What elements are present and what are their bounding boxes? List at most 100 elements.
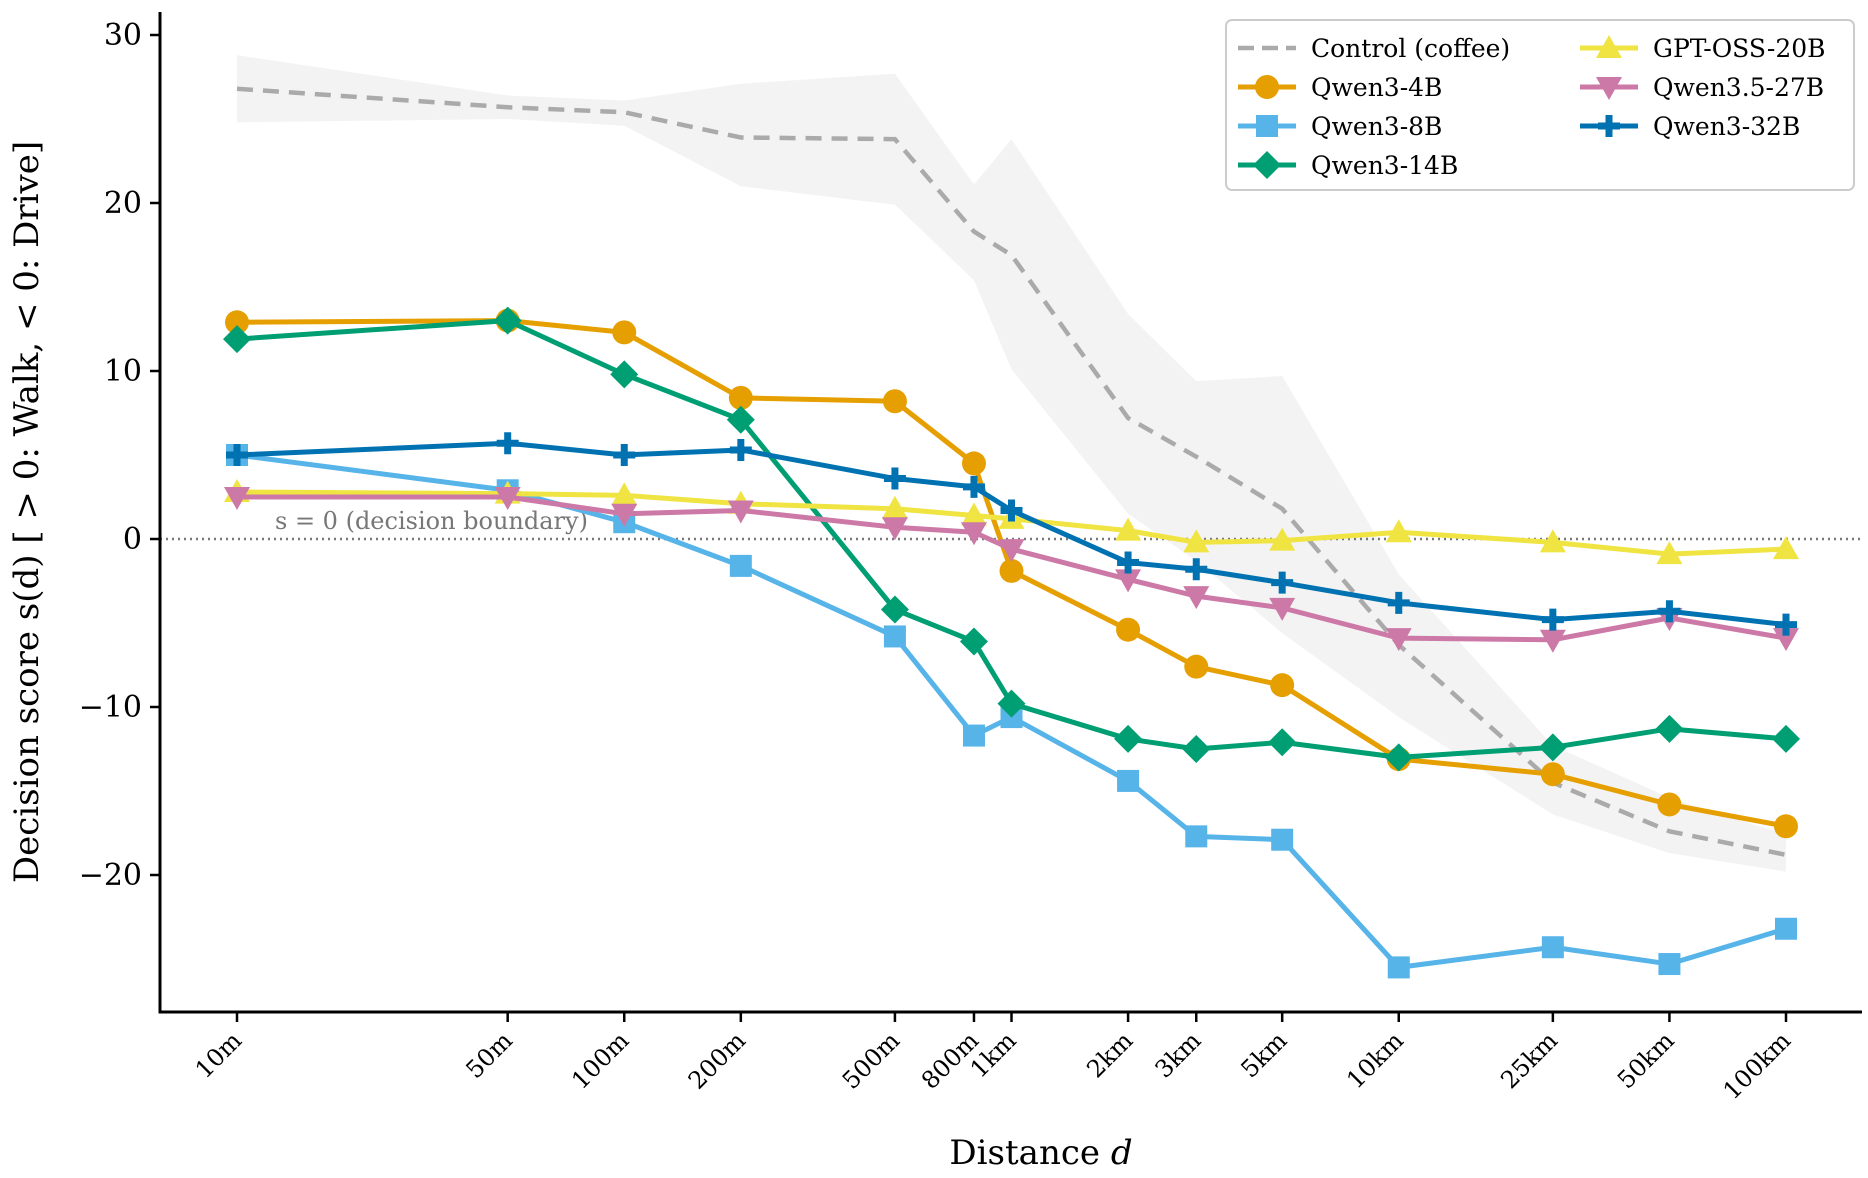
data-point: [1775, 613, 1797, 636]
series-line: [236, 440, 1787, 628]
data-point: [961, 451, 986, 476]
decision-boundary-label: s = 0 (decision boundary): [275, 507, 588, 535]
legend-label: Qwen3-14B: [1311, 151, 1458, 180]
y-ticks: 30 20 10 0 −10 −20: [79, 18, 160, 893]
legend-item: Qwen3-4B: [1238, 73, 1442, 102]
series-line: [236, 489, 1787, 557]
x-tick-label: 10km: [1341, 1026, 1409, 1094]
data-point: [1540, 762, 1565, 787]
data-point: [1772, 724, 1800, 753]
legend-marker: [1256, 115, 1278, 137]
data-point: [1384, 743, 1413, 772]
series-gpt-oss-20b: [224, 478, 1799, 565]
legend-marker: [1596, 35, 1622, 58]
data-point: [1185, 558, 1208, 581]
data-point: [1183, 529, 1210, 553]
data-point: [1270, 673, 1295, 698]
data-point: [1117, 769, 1140, 792]
x-tick-label: 100m: [566, 1026, 634, 1094]
legend-label: GPT-OSS-20B: [1653, 34, 1826, 63]
data-point: [1268, 728, 1297, 757]
data-point: [1773, 628, 1799, 652]
data-point: [1387, 956, 1410, 979]
data-point: [1116, 617, 1141, 642]
legend-label: Qwen3-4B: [1311, 73, 1442, 102]
x-tick-label: 100km: [1718, 1026, 1797, 1105]
legend-marker: [1596, 77, 1622, 100]
legend-item: GPT-OSS-20B: [1580, 34, 1826, 63]
data-point: [883, 467, 906, 490]
y-tick-label: 0: [123, 522, 142, 557]
data-point: [225, 310, 249, 335]
data-point: [612, 320, 637, 345]
data-point: [1539, 529, 1566, 553]
data-point: [1774, 814, 1798, 839]
y-tick-label: 30: [104, 18, 142, 53]
data-point: [880, 595, 909, 624]
series-layer: [223, 86, 1800, 979]
data-point: [881, 517, 908, 541]
data-point: [1000, 499, 1023, 522]
data-point: [1385, 628, 1412, 652]
x-tick-label: 2km: [1081, 1026, 1138, 1083]
data-point: [1269, 527, 1296, 551]
data-point: [1184, 654, 1209, 679]
data-point: [1541, 936, 1564, 959]
data-point: [960, 522, 987, 546]
data-point: [494, 487, 521, 510]
y-tick-label: 10: [104, 354, 142, 389]
x-tick-label: 1km: [965, 1026, 1022, 1083]
legend-frame: [1225, 19, 1855, 191]
legend-item: Qwen3.5-27B: [1580, 73, 1824, 102]
x-axis-label: Distance d: [949, 1133, 1132, 1173]
data-point: [959, 627, 988, 656]
data-point: [883, 625, 906, 648]
data-point: [224, 487, 250, 510]
legend-marker: [1598, 115, 1620, 137]
data-point: [1114, 724, 1143, 753]
legend-label: Qwen3-32B: [1653, 112, 1800, 141]
data-point: [1183, 586, 1210, 610]
x-tick-label: 200m: [683, 1026, 751, 1094]
data-point: [881, 495, 908, 519]
data-point: [1655, 714, 1684, 743]
data-point: [728, 385, 753, 410]
data-point: [727, 500, 754, 524]
data-point: [1773, 536, 1799, 560]
data-point: [1657, 792, 1682, 817]
data-point: [998, 539, 1025, 563]
data-point: [1387, 591, 1410, 614]
data-point: [1385, 519, 1412, 543]
data-point: [1117, 551, 1140, 574]
legend-item: Qwen3-32B: [1580, 112, 1800, 141]
data-point: [729, 554, 752, 577]
data-point: [726, 405, 755, 434]
x-axis-label-text: Distance: [949, 1133, 1110, 1173]
data-point: [1541, 608, 1564, 631]
control-band: [237, 55, 1786, 872]
x-tick-label: 10m: [190, 1026, 248, 1084]
data-point: [960, 502, 987, 526]
data-point: [1185, 825, 1208, 848]
series-line: [236, 318, 1787, 760]
data-point: [1656, 541, 1683, 565]
series-qwen3-4b: [225, 308, 1798, 839]
legend-item: Qwen3-14B: [1238, 151, 1458, 180]
series-line: [236, 318, 1787, 829]
data-point: [496, 432, 519, 455]
data-point: [611, 482, 638, 506]
legend-label: Qwen3.5-27B: [1653, 73, 1824, 102]
legend-label: Qwen3-8B: [1311, 112, 1442, 141]
x-tick-label: 25km: [1495, 1026, 1563, 1094]
x-tick-label: 3km: [1150, 1026, 1207, 1083]
data-point: [1115, 517, 1142, 541]
data-point: [613, 444, 636, 466]
data-point: [997, 689, 1026, 718]
x-tick-label: 500m: [837, 1026, 905, 1094]
data-point: [1775, 917, 1797, 940]
x-axis-label-variable: d: [1111, 1133, 1133, 1173]
data-point: [962, 724, 985, 747]
data-point: [223, 325, 251, 354]
series-qwen3-32b: [226, 432, 1797, 636]
legend-label: Control (coffee): [1311, 34, 1510, 63]
